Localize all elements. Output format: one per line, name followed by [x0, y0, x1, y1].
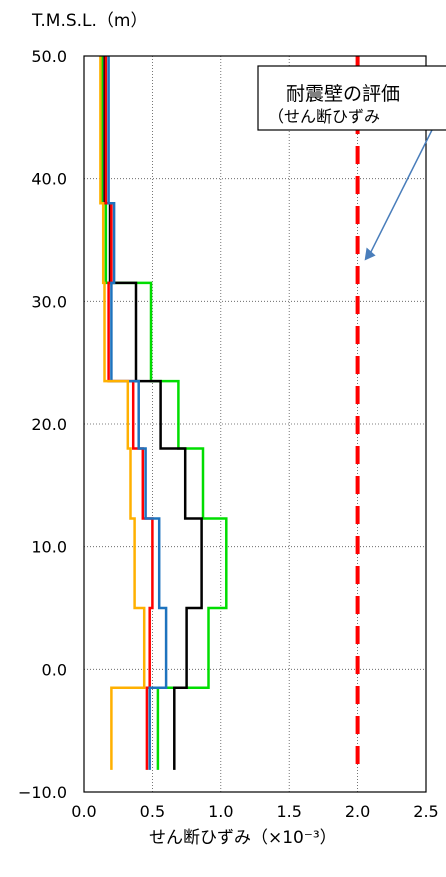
x-tick-label: 1.0	[208, 802, 233, 821]
y-tick-label: 40.0	[31, 170, 67, 189]
x-tick-label: 0.0	[71, 802, 96, 821]
y-tick-label: −10.0	[18, 783, 67, 802]
grid	[84, 56, 426, 792]
series-line-2	[103, 56, 203, 770]
x-tick-label: 0.5	[140, 802, 165, 821]
x-tick-label: 2.0	[345, 802, 370, 821]
x-tick-label: 1.5	[276, 802, 301, 821]
y-axis-title: T.M.S.L.（m）	[31, 11, 147, 31]
annotation-arrowhead	[364, 247, 376, 261]
x-tick-label: 2.5	[413, 802, 438, 821]
y-tick-label: 50.0	[31, 47, 67, 66]
x-axis-title: せん断ひずみ（×10⁻³）	[149, 828, 337, 848]
annotation-box	[257, 65, 446, 131]
annotation-line-2: （せん断ひずみ	[268, 107, 380, 126]
annotation-arrow-line	[369, 129, 433, 253]
series-line-4	[107, 56, 168, 770]
series-line-1	[100, 56, 228, 770]
plot-frame	[83, 55, 427, 793]
annotation-line-1: 耐震壁の評価	[286, 83, 400, 105]
x-tick-labels: 0.0 0.5 1.0 1.5 2.0 2.5	[71, 802, 438, 821]
y-tick-label: 30.0	[31, 292, 67, 311]
y-tick-label: 10.0	[31, 538, 67, 557]
series-lines	[99, 56, 228, 770]
y-tick-label: 20.0	[31, 415, 67, 434]
y-tick-labels: −10.0 0.0 10.0 20.0 30.0 40.0 50.0	[18, 47, 67, 802]
series-line-5	[99, 56, 146, 770]
y-tick-label: 0.0	[42, 660, 67, 679]
